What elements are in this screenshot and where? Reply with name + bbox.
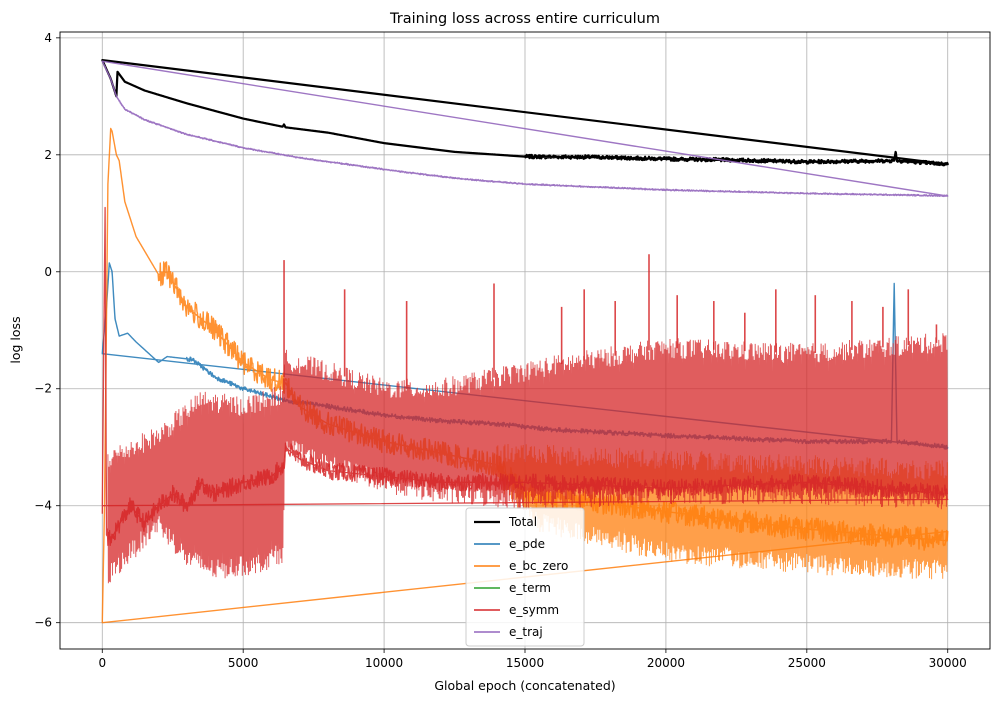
x-tick-label: 20000 — [647, 656, 685, 670]
y-axis-label: log loss — [8, 316, 23, 363]
series-line — [101, 60, 949, 198]
series-line — [101, 206, 949, 547]
legend-label: e_traj — [509, 625, 543, 639]
y-tick-label: −4 — [34, 499, 52, 513]
legend-label: e_term — [509, 581, 551, 595]
series-band — [107, 333, 948, 584]
x-axis-label: Global epoch (concatenated) — [434, 678, 615, 693]
x-tick-label: 5000 — [228, 656, 259, 670]
legend-label: e_symm — [509, 603, 559, 617]
series-e-symm — [101, 206, 949, 584]
series-line — [101, 59, 949, 167]
y-tick-label: 2 — [44, 148, 52, 162]
legend: Total e_pde e_bc_zero e_term e_symm e_traj — [465, 507, 585, 647]
y-tick-label: −6 — [34, 616, 52, 630]
y-tick-label: 0 — [44, 265, 52, 279]
x-tick-label: 25000 — [788, 656, 826, 670]
ticks: 0 5000 10000 15000 20000 25000 30000 −6 −4 −2 0 2 4 — [34, 31, 967, 670]
legend-label: Total — [508, 515, 537, 529]
chart-title: Training loss across entire curriculum — [389, 11, 660, 27]
x-tick-label: 30000 — [929, 656, 967, 670]
series-layer — [101, 59, 949, 624]
legend-label: e_bc_zero — [509, 559, 568, 573]
x-tick-label: 0 — [98, 656, 106, 670]
legend-box — [465, 507, 585, 647]
series-e-traj — [101, 60, 949, 198]
y-tick-label: 4 — [44, 31, 52, 45]
x-tick-label: 10000 — [365, 656, 403, 670]
y-tick-label: −2 — [34, 382, 52, 396]
legend-label: e_pde — [509, 537, 545, 551]
x-tick-label: 15000 — [506, 656, 544, 670]
series-Total — [101, 59, 949, 167]
